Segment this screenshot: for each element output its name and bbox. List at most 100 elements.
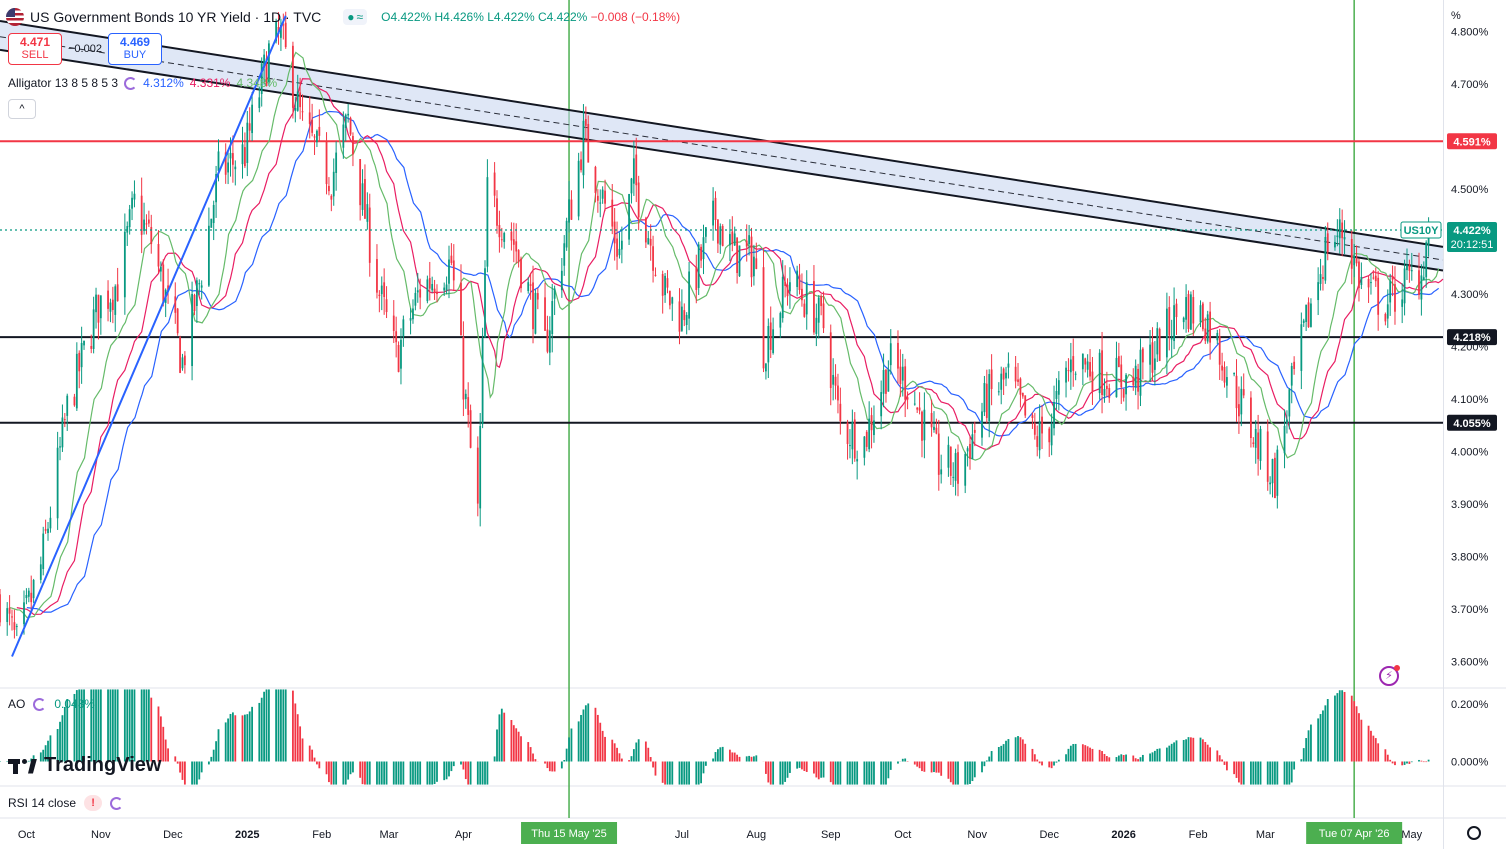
ao-bar-29 bbox=[97, 689, 100, 762]
ao-bar-150 bbox=[503, 712, 506, 762]
ao-bar-415 bbox=[1394, 761, 1396, 766]
candle-body-177 bbox=[596, 195, 599, 201]
ao-bar-246 bbox=[829, 761, 832, 783]
candle-body-138 bbox=[464, 393, 467, 400]
candle-body-158 bbox=[532, 282, 534, 330]
ao-bar-172 bbox=[580, 714, 582, 762]
ao-bar-20 bbox=[66, 699, 69, 762]
ao-bar-212 bbox=[714, 752, 717, 762]
high-value: H4.426% bbox=[434, 10, 484, 24]
ao-bar-121 bbox=[409, 761, 412, 785]
ao-bar-181 bbox=[611, 739, 614, 762]
ao-bar-347 bbox=[1168, 745, 1171, 762]
candle-body-234 bbox=[786, 284, 789, 297]
candle-body-168 bbox=[565, 220, 568, 248]
candle-body-380 bbox=[1276, 449, 1279, 496]
candle-body-306 bbox=[1031, 415, 1034, 419]
ao-bar-162 bbox=[546, 761, 549, 769]
ao-bar-341 bbox=[1149, 753, 1151, 762]
candle-body-267 bbox=[899, 366, 902, 384]
ao-bar-182 bbox=[613, 743, 616, 762]
collapse-legend-button[interactable]: ^ bbox=[8, 99, 36, 119]
ao-bar-301 bbox=[1014, 737, 1017, 762]
axis-unit-label[interactable]: % bbox=[1451, 10, 1461, 22]
candle-body-238 bbox=[801, 288, 803, 301]
ao-bar-343 bbox=[1153, 750, 1156, 762]
flash-alert-icon[interactable]: ⚡ bbox=[1379, 665, 1400, 686]
sell-button[interactable]: 4.471 SELL bbox=[8, 33, 62, 65]
ao-bar-306 bbox=[1031, 748, 1034, 762]
y-tick-label-7: 3.900% bbox=[1451, 499, 1489, 511]
candle-body-253 bbox=[851, 421, 854, 450]
candle-body-128 bbox=[431, 283, 434, 291]
ao-bar-166 bbox=[560, 761, 563, 769]
y-tick-label-2: 4.500% bbox=[1451, 184, 1489, 196]
ao-bar-21 bbox=[73, 693, 76, 762]
buy-button[interactable]: 4.469 BUY bbox=[107, 33, 162, 65]
tradingview-logo[interactable]: TradingView bbox=[8, 754, 161, 777]
candle-body-332 bbox=[1117, 356, 1120, 368]
ao-bar-61 bbox=[207, 761, 210, 765]
ao-bar-99 bbox=[332, 761, 335, 785]
ao-bar-390 bbox=[1310, 724, 1312, 762]
x-tick-label-10: Oct bbox=[894, 829, 911, 841]
x-tick-label-3: 2025 bbox=[235, 829, 259, 841]
ao-bar-111 bbox=[376, 761, 378, 785]
ao-bar-135 bbox=[452, 761, 455, 767]
candle-body-354 bbox=[1189, 294, 1192, 330]
ao-bar-64 bbox=[215, 741, 217, 762]
ao-bar-269 bbox=[904, 758, 907, 762]
ao-bar-73 bbox=[246, 714, 249, 762]
candle-body-73 bbox=[246, 122, 249, 163]
candle-body-384 bbox=[1290, 366, 1293, 386]
ao-bar-253 bbox=[851, 761, 854, 785]
candle-body-153 bbox=[515, 241, 518, 252]
ao-legend[interactable]: AO 0.048% bbox=[8, 697, 95, 711]
candle-body-262 bbox=[882, 369, 885, 394]
candles bbox=[0, 11, 1430, 639]
ao-bar-256 bbox=[863, 761, 866, 785]
ao-bar-81 bbox=[275, 689, 278, 762]
candle-body-134 bbox=[450, 255, 453, 263]
rsi-legend[interactable]: RSI 14 close ! bbox=[8, 795, 124, 811]
ao-bar-119 bbox=[400, 761, 402, 785]
ao-bar-303 bbox=[1019, 737, 1022, 762]
buy-price: 4.469 bbox=[119, 35, 150, 49]
ao-bar-324 bbox=[1089, 747, 1091, 762]
ao-bar-369 bbox=[1240, 761, 1243, 785]
ao-bar-283 bbox=[952, 761, 955, 785]
ao-bar-117 bbox=[395, 761, 398, 785]
ao-bar-137 bbox=[462, 761, 465, 770]
candle-body-244 bbox=[820, 296, 823, 307]
candle-body-81 bbox=[275, 21, 278, 42]
ao-bar-27 bbox=[92, 689, 95, 762]
warning-icon[interactable]: ! bbox=[84, 795, 103, 811]
ao-bar-396 bbox=[1334, 695, 1336, 762]
candle-body-145 bbox=[486, 177, 489, 267]
candle-body-133 bbox=[448, 259, 450, 284]
sell-label: SELL bbox=[21, 49, 49, 61]
settings-gear-icon[interactable] bbox=[1467, 826, 1481, 840]
ao-bar-255 bbox=[856, 761, 859, 785]
x-tick-label-4: Feb bbox=[312, 829, 331, 841]
alligator-legend[interactable]: Alligator 13 8 5 8 5 3 4.312% 4.331% 4.3… bbox=[8, 76, 277, 90]
ao-bar-62 bbox=[210, 756, 213, 762]
ao-bar-31 bbox=[107, 689, 109, 762]
candle-body-118 bbox=[397, 345, 400, 372]
ao-bar-395 bbox=[1326, 699, 1329, 762]
ao-bar-53 bbox=[179, 761, 181, 773]
candle-body-23 bbox=[78, 352, 81, 372]
candle-body-44 bbox=[147, 219, 150, 224]
ao-bar-391 bbox=[1317, 718, 1320, 762]
symbol-title[interactable]: US Government Bonds 10 YR Yield · 1D · T… bbox=[30, 9, 322, 25]
ao-bar-48 bbox=[162, 726, 165, 762]
candle-body-105 bbox=[352, 136, 354, 155]
ao-bar-223 bbox=[750, 756, 753, 762]
ao-bar-309 bbox=[1038, 761, 1041, 764]
market-status-pill[interactable]: ● ≈ bbox=[343, 9, 368, 25]
candle-body-0 bbox=[0, 594, 1, 623]
ao-bar-86 bbox=[292, 690, 294, 762]
candle-body-87 bbox=[294, 108, 297, 111]
candle-body-252 bbox=[849, 445, 851, 447]
